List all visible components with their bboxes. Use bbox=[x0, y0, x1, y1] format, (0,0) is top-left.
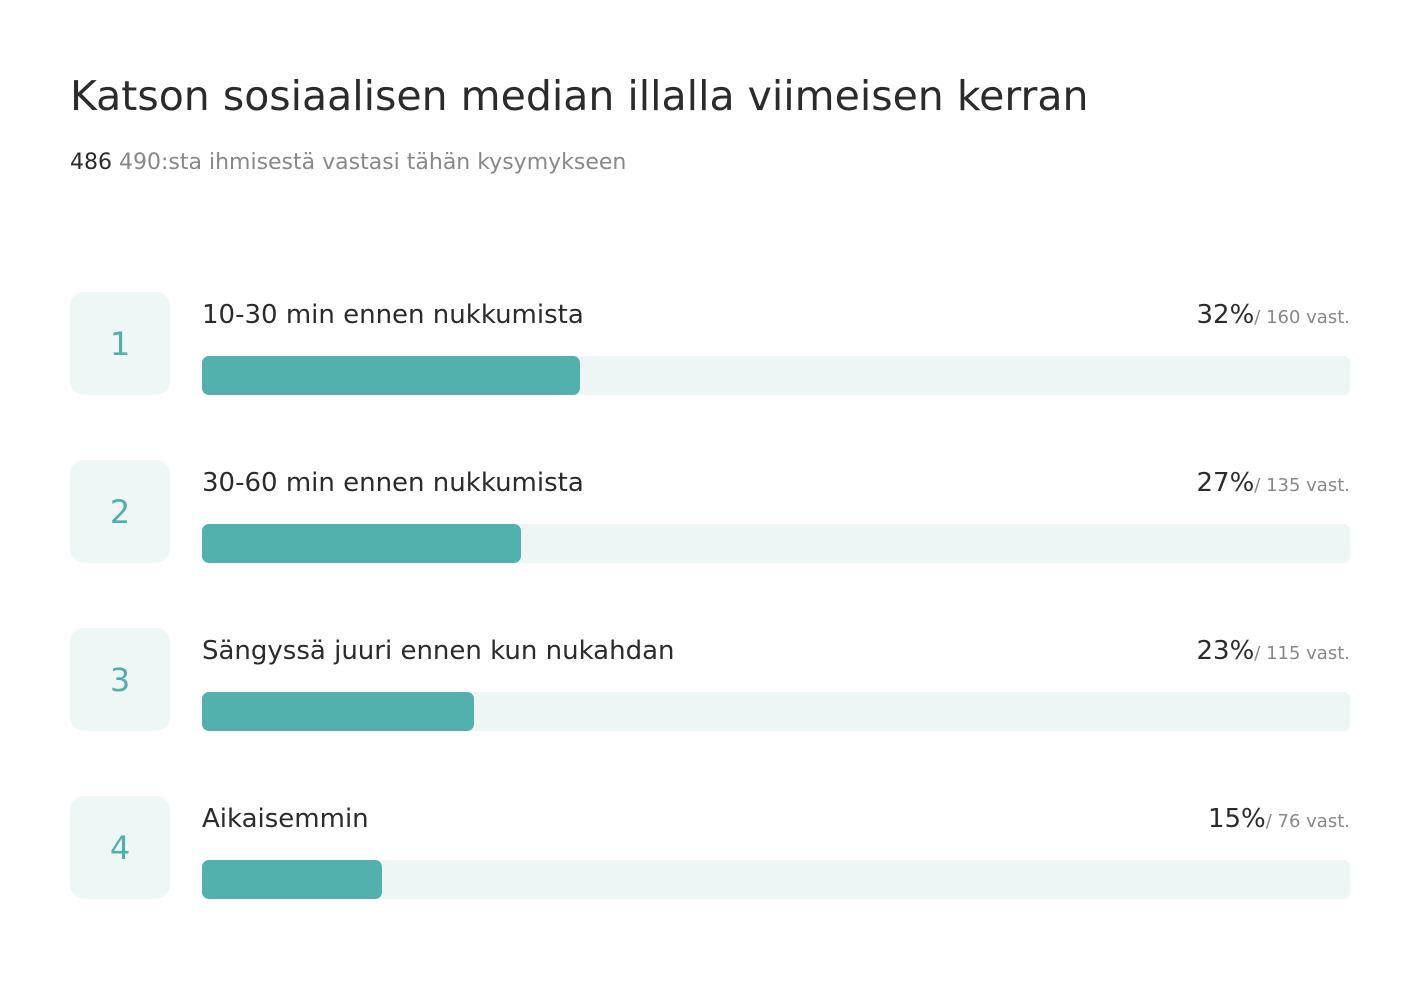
answer-row: 3 Sängyssä juuri ennen kun nukahdan 23%/ 1… bbox=[70, 628, 1350, 732]
percent-group: 27%/ 135 vast. bbox=[1196, 468, 1350, 498]
rank-badge: 3 bbox=[70, 628, 170, 731]
rank-badge: 1 bbox=[70, 292, 170, 395]
rank-badge: 2 bbox=[70, 460, 170, 563]
bar-track bbox=[202, 692, 1350, 731]
percent: 15% bbox=[1207, 804, 1266, 834]
count-label: / 115 vast. bbox=[1254, 643, 1350, 664]
bar-track bbox=[202, 524, 1350, 563]
bar-track bbox=[202, 356, 1350, 395]
percent: 23% bbox=[1196, 636, 1255, 666]
bar bbox=[202, 860, 382, 899]
answer-row: 1 10-30 min ennen nukkumista 32%/ 160 vast… bbox=[70, 292, 1350, 396]
subtitle-text: 490:sta ihmisestä vastasi tähän kysymyks… bbox=[119, 150, 627, 175]
count-label: / 135 vast. bbox=[1254, 475, 1350, 496]
subtitle: 486 490:sta ihmisestä vastasi tähän kysy… bbox=[70, 150, 626, 175]
answer-label: Aikaisemmin bbox=[202, 804, 369, 834]
count-label: / 76 vast. bbox=[1265, 811, 1350, 832]
bar bbox=[202, 692, 474, 731]
bar-track bbox=[202, 860, 1350, 899]
answer-row: 2 30-60 min ennen nukkumista 27%/ 135 vast… bbox=[70, 460, 1350, 564]
answered-count: 486 bbox=[70, 150, 112, 175]
percent-group: 15%/ 76 vast. bbox=[1208, 804, 1350, 834]
percent-group: 32%/ 160 vast. bbox=[1196, 300, 1350, 330]
title: Katson sosiaalisen median illalla viimei… bbox=[70, 72, 1089, 120]
answer-label: Sängyssä juuri ennen kun nukahdan bbox=[202, 636, 675, 666]
percent: 27% bbox=[1196, 468, 1255, 498]
percent: 32% bbox=[1196, 300, 1255, 330]
bar bbox=[202, 356, 580, 395]
answer-row: 4 Aikaisemmin 15%/ 76 vast. bbox=[70, 796, 1350, 900]
count-label: / 160 vast. bbox=[1254, 307, 1350, 328]
rank-badge: 4 bbox=[70, 796, 170, 899]
answer-label: 10-30 min ennen nukkumista bbox=[202, 300, 584, 330]
answer-label: 30-60 min ennen nukkumista bbox=[202, 468, 584, 498]
bar bbox=[202, 524, 521, 563]
percent-group: 23%/ 115 vast. bbox=[1196, 636, 1350, 666]
